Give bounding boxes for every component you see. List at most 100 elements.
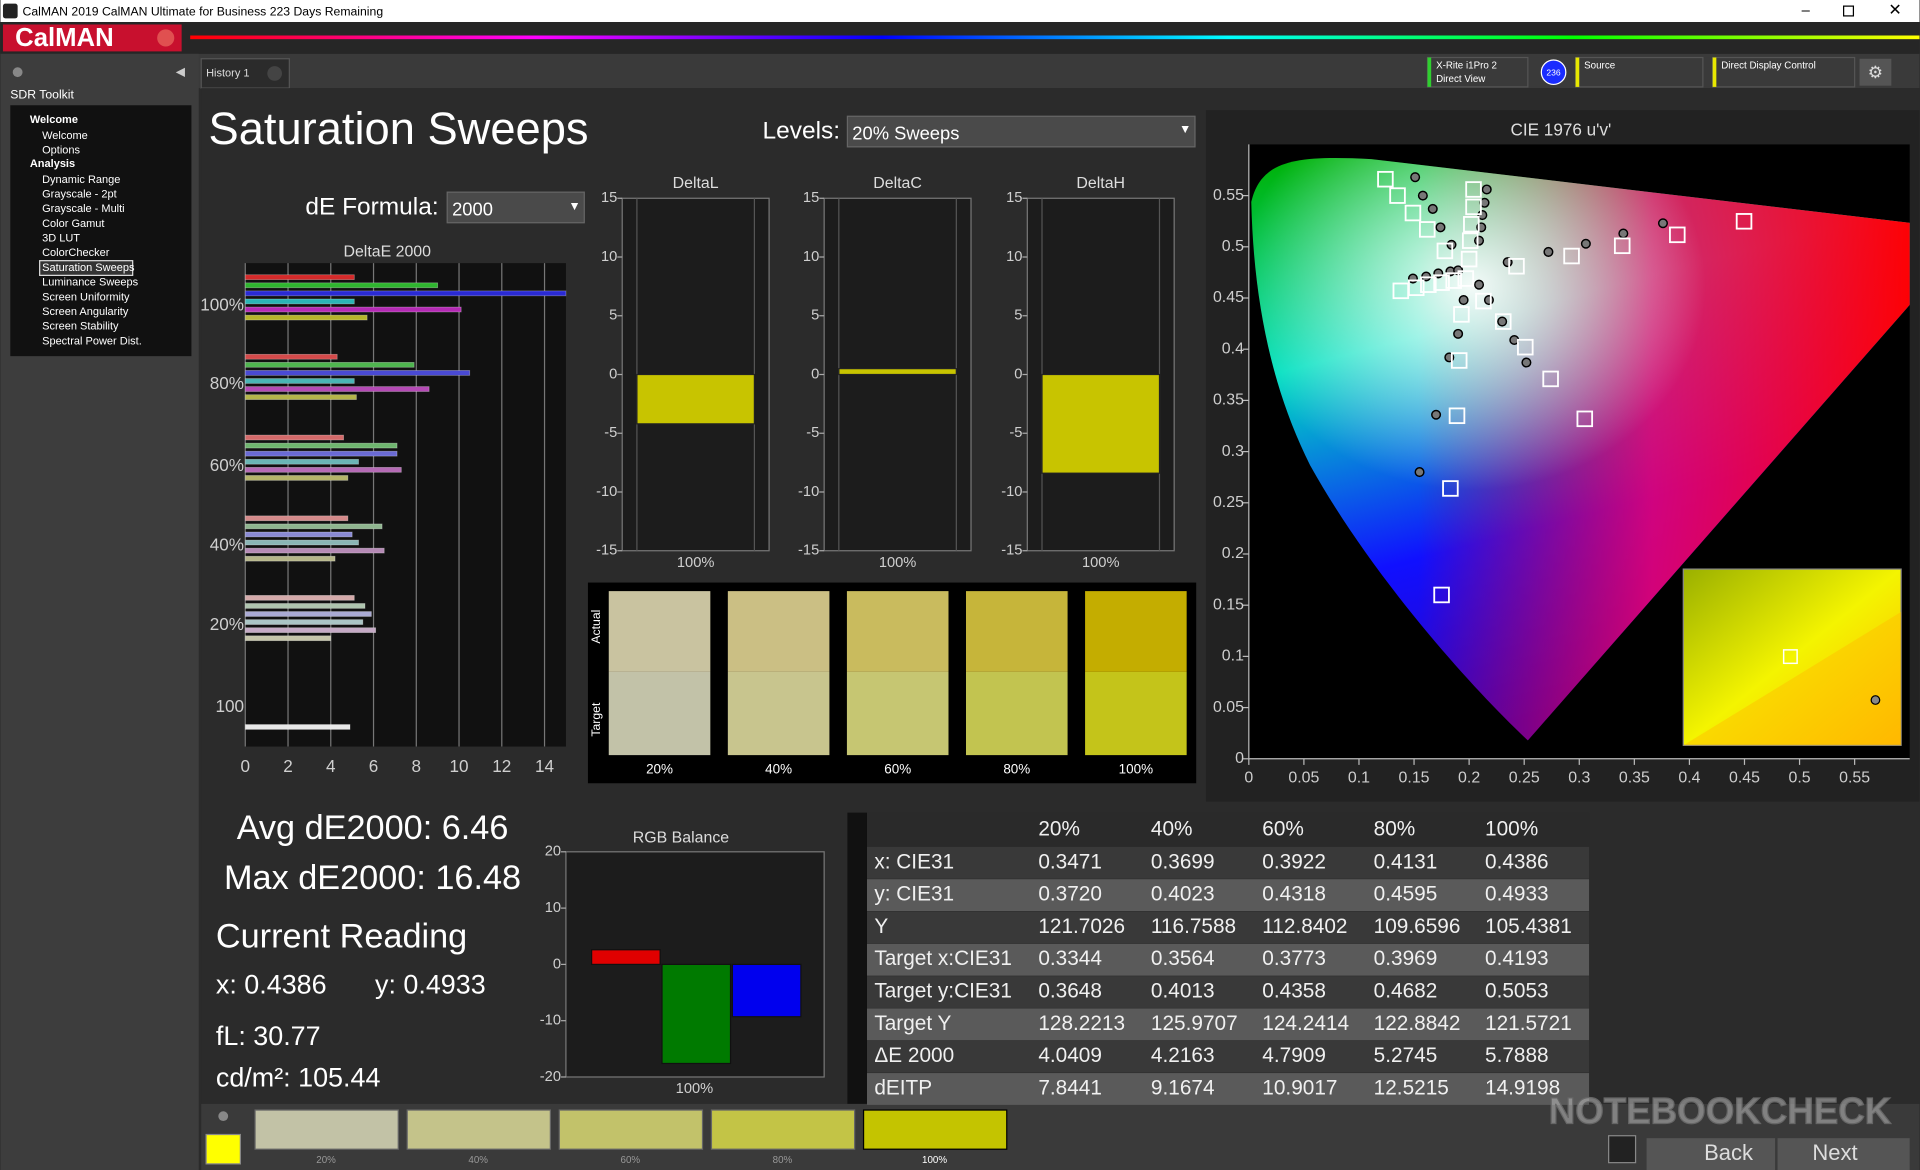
y-tick-label: 0.15 (1213, 596, 1244, 613)
table-cell: Y (874, 915, 888, 938)
table-cell: 0.4933 (1485, 883, 1549, 906)
sidebar-item[interactable]: 3D LUT (42, 233, 80, 245)
table-row (866, 943, 1590, 976)
table-cell: 10.9017 (1262, 1076, 1337, 1099)
x-tick-label: 0.3 (1568, 770, 1590, 787)
sidebar-item[interactable]: Grayscale - Multi (42, 203, 125, 215)
category-label: 20% (210, 614, 244, 634)
deltae-bar (244, 434, 344, 441)
close-button[interactable]: ✕ (1888, 2, 1901, 19)
inset-measured-point (1870, 695, 1881, 705)
page-title: Saturation Sweeps (209, 103, 589, 154)
rgb-bar (661, 963, 732, 1065)
logo-box[interactable] (2, 24, 182, 52)
de-formula-dropdown[interactable] (446, 191, 585, 224)
maximize-button[interactable] (1843, 5, 1855, 17)
table-cell: 0.4131 (1374, 850, 1438, 873)
deltae-bar (244, 274, 355, 281)
y-tick-label: 0.55 (1213, 187, 1244, 204)
table-cell: 12.5215 (1374, 1076, 1449, 1099)
target-point (1407, 279, 1425, 297)
sweep-swatch[interactable] (254, 1109, 399, 1150)
y-tick-label: 0.35 (1213, 392, 1244, 409)
next-button[interactable] (1777, 1138, 1910, 1170)
actual-swatch (1085, 591, 1187, 672)
y-tick-label: 5 (1014, 308, 1022, 324)
deltae-bar (244, 531, 353, 538)
reading-cdm2: cd/m²: 105.44 (216, 1063, 381, 1093)
sweep-swatch[interactable] (710, 1109, 856, 1150)
table-cell: 105.4381 (1485, 915, 1572, 938)
table-cell: 121.7026 (1038, 915, 1125, 938)
next-label: Next (1812, 1140, 1857, 1165)
target-point (1433, 586, 1450, 604)
current-color (205, 1133, 241, 1165)
category-label: 100 (215, 696, 244, 716)
back-button[interactable] (1646, 1138, 1776, 1170)
y-tick-label: 15 (601, 190, 617, 206)
deltae-bar (244, 370, 471, 376)
sidebar-item[interactable]: Analysis (30, 158, 75, 170)
x-tick-label: 0 (241, 756, 251, 776)
sidebar-collapse[interactable]: ◀ (176, 64, 186, 78)
target-point (1465, 181, 1482, 198)
x-tick-label: 0.55 (1839, 770, 1870, 787)
sidebar-item[interactable]: Dynamic Range (42, 174, 120, 186)
add-tab[interactable] (267, 66, 282, 81)
sidebar-item[interactable]: Welcome (30, 114, 78, 126)
measured-point (1414, 467, 1425, 478)
sidebar-item[interactable]: Grayscale - 2pt (42, 188, 117, 200)
display-label: Direct Display Control (1721, 61, 1816, 72)
sidebar-item[interactable]: Screen Uniformity (42, 291, 130, 303)
measured-point (1407, 273, 1418, 284)
sidebar-item[interactable]: Welcome (42, 130, 88, 142)
x-tick-label: 0.25 (1509, 770, 1540, 787)
sidebar-item[interactable]: Screen Stability (42, 321, 119, 333)
watermark: NOTEBOOKCHECK (1549, 1090, 1892, 1131)
measured-point (1618, 228, 1629, 239)
sidebar-item[interactable]: Saturation Sweeps (42, 262, 135, 274)
sidebar-item[interactable]: Color Gamut (42, 218, 104, 230)
sweep-swatch[interactable] (862, 1109, 1008, 1150)
de-formula-label: dE Formula: (305, 194, 438, 221)
y-tick-label: -20 (540, 1069, 561, 1085)
minimize-button[interactable]: – (1802, 3, 1811, 19)
table-cell: 9.1674 (1151, 1076, 1215, 1099)
source-select[interactable] (1574, 56, 1704, 88)
table-cell: 0.4595 (1374, 883, 1438, 906)
avg-de: Avg dE2000: 6.46 (237, 809, 509, 847)
sweep-swatch[interactable] (406, 1109, 551, 1150)
display-select[interactable] (1712, 56, 1856, 88)
target-point (1460, 250, 1478, 268)
y-tick-label: 0.45 (1213, 289, 1244, 306)
measured-point (1433, 268, 1444, 279)
sidebar-item[interactable]: Options (42, 144, 80, 156)
sweep-swatch[interactable] (558, 1109, 704, 1150)
source-label: Source (1584, 61, 1615, 72)
stop-button[interactable] (1608, 1135, 1637, 1164)
measured-point (1657, 218, 1668, 229)
category-label: 40% (210, 534, 244, 554)
table-cell: 0.3471 (1038, 850, 1102, 873)
y-tick-label: 10 (601, 249, 617, 265)
category-label: 60% (210, 455, 244, 475)
meter-select[interactable] (1426, 56, 1529, 88)
delta-bar (636, 373, 756, 425)
table-cell: 0.3773 (1262, 947, 1326, 970)
deltae-bar (244, 619, 364, 625)
levels-dropdown[interactable] (846, 115, 1196, 148)
meter-mode: Direct View (1436, 74, 1486, 85)
sidebar-item[interactable]: Luminance Sweeps (42, 277, 139, 289)
rainbow-line (190, 35, 1920, 40)
target-point (1453, 306, 1470, 323)
logo-menu[interactable] (157, 29, 175, 47)
sidebar-item[interactable]: Spectral Power Dist. (42, 335, 142, 347)
settings-button[interactable] (1859, 58, 1892, 86)
meter-badge[interactable] (1540, 59, 1567, 86)
de-formula-arrow: ▼ (568, 199, 580, 213)
sidebar-item[interactable]: ColorChecker (42, 247, 110, 259)
current-color-toggle[interactable] (218, 1111, 229, 1122)
sidebar-pin[interactable] (12, 67, 23, 78)
target-point (1669, 226, 1686, 244)
sidebar-item[interactable]: Screen Angularity (42, 306, 129, 318)
